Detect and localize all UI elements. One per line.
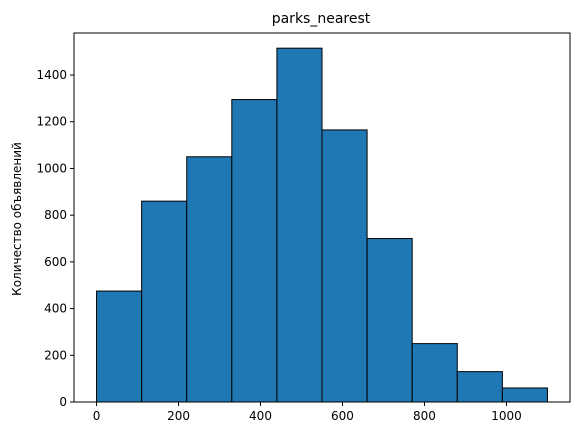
histogram-bar (456, 371, 503, 403)
y-axis-label: Количество объявлений (10, 142, 24, 296)
chart-title: parks_nearest (272, 11, 371, 27)
y-tick-label: 600 (44, 255, 67, 269)
y-tick-label: 400 (44, 302, 67, 316)
x-axis: 0 200 400 600 800 1000 (93, 402, 522, 423)
y-tick-label: 200 (44, 348, 67, 362)
y-tick-label: 1000 (36, 161, 67, 175)
histogram-bar (321, 129, 368, 403)
plot-frame (73, 32, 571, 403)
histogram-bar (501, 387, 548, 403)
histogram-bar (411, 343, 458, 403)
x-tick-label: 1000 (491, 409, 522, 423)
y-tick-label: 800 (44, 208, 67, 222)
bars-group (96, 47, 548, 403)
y-tick-label: 1400 (36, 68, 67, 82)
histogram-bar (231, 99, 278, 403)
histogram-bar (141, 200, 188, 403)
x-tick-label: 0 (93, 409, 101, 423)
x-tick-label: 200 (167, 409, 190, 423)
histogram-bar (276, 47, 323, 403)
y-tick-label: 0 (59, 395, 67, 409)
histogram-bar (186, 156, 233, 403)
x-tick-label: 800 (413, 409, 436, 423)
histogram-bar (366, 238, 413, 403)
x-tick-label: 600 (331, 409, 354, 423)
histogram-bar (96, 290, 143, 403)
x-tick-label: 400 (249, 409, 272, 423)
y-tick-label: 1200 (36, 115, 67, 129)
y-axis: 0 200 400 600 800 1000 1200 1400 (36, 68, 74, 409)
